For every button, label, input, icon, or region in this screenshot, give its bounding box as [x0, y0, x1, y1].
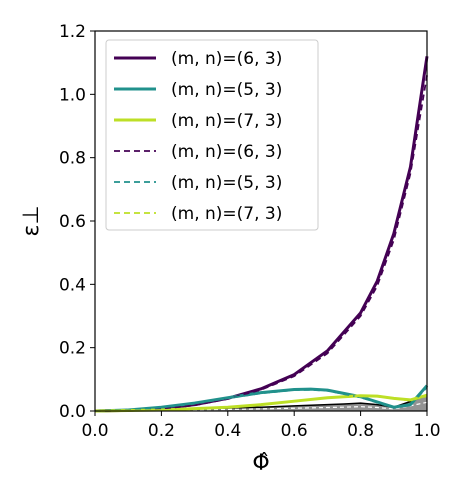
y-tick-label: 1.2: [59, 22, 86, 42]
legend-label: (m, n)=(6, 3): [171, 142, 282, 162]
x-tick-label: 1.0: [413, 421, 440, 441]
background-fill: [95, 395, 427, 411]
x-tick-label: 0.6: [281, 421, 308, 441]
y-tick-label: 0.8: [59, 149, 86, 169]
legend-label: (m, n)=(5, 3): [171, 80, 282, 100]
legend: (m, n)=(6, 3) (m, n)=(5, 3) (m, n)=(7, 3) (…: [105, 39, 319, 231]
x-tick-label: 0.2: [148, 421, 175, 441]
x-tick-label: 0.4: [214, 421, 241, 441]
series-layer: [94, 56, 429, 413]
legend-label: (m, n)=(6, 3): [171, 49, 282, 69]
legend-label: (m, n)=(7, 3): [171, 204, 282, 224]
x-axis-label: Φ̂: [252, 451, 269, 476]
series-line-4: [94, 386, 428, 412]
y-tick-label: 0.0: [59, 402, 86, 422]
y-tick-label: 0.2: [59, 339, 86, 359]
legend-label: (m, n)=(5, 3): [171, 173, 282, 193]
y-axis-label: ε⊥: [19, 205, 44, 236]
x-axis: 0.0 0.2 0.4 0.6 0.8 1.0: [81, 411, 441, 441]
y-tick-label: 0.6: [59, 212, 86, 232]
y-tick-label: 0.4: [59, 275, 86, 295]
x-tick-label: 0.8: [347, 421, 374, 441]
y-axis: 0.0 0.2 0.4 0.6 0.8 1.0 1.2: [59, 22, 95, 422]
legend-label: (m, n)=(7, 3): [171, 111, 282, 131]
x-tick-label: 0.0: [81, 421, 108, 441]
y-tick-label: 1.0: [59, 85, 86, 105]
legend-box: [105, 39, 319, 231]
series-line-3: [94, 75, 428, 412]
series-line-5: [94, 395, 428, 412]
